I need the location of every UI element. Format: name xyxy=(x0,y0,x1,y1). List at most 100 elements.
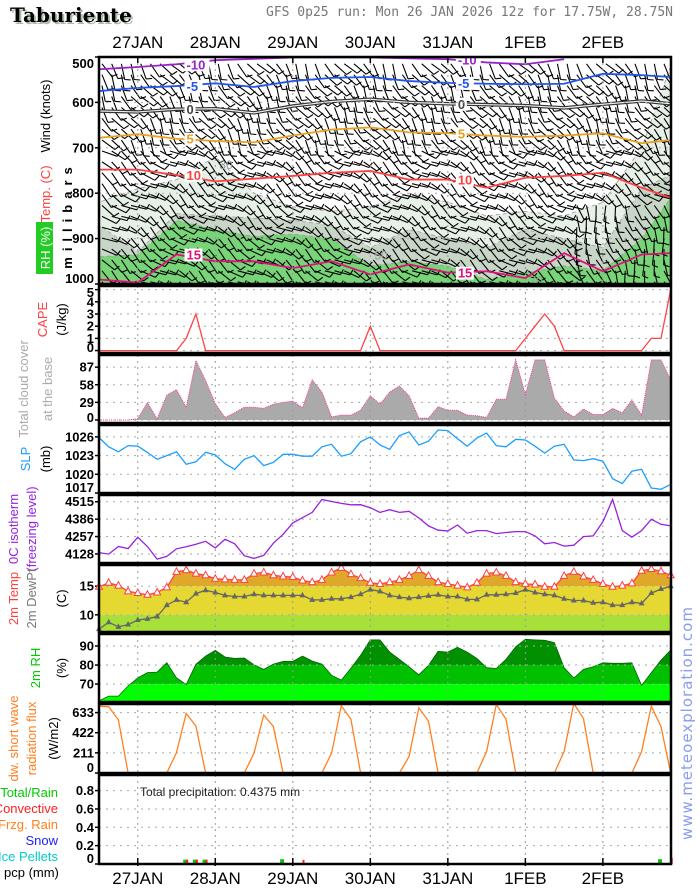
wind-barb xyxy=(537,194,554,208)
wind-barb xyxy=(334,63,352,75)
wind-barb xyxy=(566,172,585,184)
temp-point xyxy=(414,565,424,574)
wind-barb xyxy=(305,226,324,238)
temp-point xyxy=(327,567,336,576)
dewpoint-point xyxy=(483,591,490,597)
wind-barb xyxy=(489,106,507,119)
wind-barb xyxy=(101,248,121,256)
wind-barb xyxy=(604,216,612,235)
dewpoint-point xyxy=(338,595,345,601)
wind-barb xyxy=(527,63,546,75)
wind-barb xyxy=(421,150,441,159)
temp-point xyxy=(598,578,608,587)
wind-barb xyxy=(363,248,383,257)
wind-barb xyxy=(392,74,405,91)
wind-barb xyxy=(508,63,527,75)
wind-barb xyxy=(363,172,380,186)
wind-barb xyxy=(382,183,401,195)
wind-barb xyxy=(246,205,264,219)
wind-barb xyxy=(624,96,635,114)
wind-barb xyxy=(518,183,537,194)
wind-barb xyxy=(111,63,124,80)
wind-barb xyxy=(634,117,653,129)
wind-barb xyxy=(324,129,334,146)
wind-barb xyxy=(305,85,321,100)
isotherm-label: 5 xyxy=(458,126,465,141)
wind-barb xyxy=(295,85,308,102)
wind-barb xyxy=(575,249,583,268)
wind-barb xyxy=(382,63,393,81)
day-label-bottom: 31JAN xyxy=(422,869,473,888)
dewpoint-point xyxy=(134,616,141,622)
wind-barb xyxy=(353,259,373,268)
wind-barb xyxy=(353,128,370,143)
wind-barb xyxy=(479,215,499,224)
y-tick-label: 4 xyxy=(87,294,95,309)
isotherm-label-bg xyxy=(184,132,196,146)
wind-barb xyxy=(674,195,692,201)
slp-panel-frame xyxy=(97,423,673,495)
wind-barb xyxy=(624,128,643,140)
wind-barb xyxy=(421,226,438,241)
wind-barb xyxy=(585,129,596,146)
dewpoint-point xyxy=(386,591,393,598)
isotherm-label: 5 xyxy=(187,132,194,147)
wind-barb xyxy=(159,118,170,136)
temp-point xyxy=(656,566,666,575)
wind-barb xyxy=(479,161,496,176)
wind-barb xyxy=(508,226,525,241)
temp-point xyxy=(579,571,588,580)
dewpoint-point xyxy=(532,588,539,595)
wind-barb xyxy=(537,117,554,132)
wind-barb xyxy=(402,161,420,174)
day-label-top: 27JAN xyxy=(112,33,163,52)
wind-barb xyxy=(431,194,448,208)
wind-barb xyxy=(566,63,577,81)
wind-barb xyxy=(266,118,279,134)
wind-barb xyxy=(605,183,624,194)
wind-barb xyxy=(479,74,492,91)
wind-barb xyxy=(537,85,548,103)
temp-point xyxy=(220,574,230,583)
wind-barb xyxy=(605,74,624,86)
isotherm-label: 0 xyxy=(458,97,465,112)
wind-barb xyxy=(644,63,654,81)
wind-barb xyxy=(150,150,168,163)
wind-barb xyxy=(198,204,218,214)
temp-point xyxy=(288,571,298,581)
wind-barb xyxy=(285,248,304,260)
isotherm-0-inner xyxy=(99,98,671,114)
wind-barb xyxy=(372,183,389,198)
wind-barb xyxy=(595,85,614,97)
wind-barb xyxy=(392,270,411,282)
wind-barb xyxy=(547,74,557,92)
wind-barb xyxy=(382,194,402,203)
wind-barb xyxy=(498,139,509,157)
precip-total-bar xyxy=(202,859,207,864)
wind-barb xyxy=(498,205,518,216)
wind-barb xyxy=(479,226,498,238)
wind-barb xyxy=(121,194,141,203)
wind-barb xyxy=(130,63,141,81)
rh-label: 50 xyxy=(374,249,388,263)
wind-barb xyxy=(595,248,610,264)
wind-barb xyxy=(557,194,577,202)
wind-barb xyxy=(576,216,587,233)
temp-point xyxy=(491,567,501,576)
cloud-panel-frame xyxy=(97,353,673,425)
wind-barb xyxy=(256,194,274,208)
wind-barb xyxy=(518,118,529,135)
wind-barb xyxy=(576,270,591,284)
wind-barb xyxy=(305,117,323,130)
y-tick-label: 87 xyxy=(80,360,94,375)
wind-barb xyxy=(547,194,566,206)
wind-barb xyxy=(363,63,380,78)
wind-barb xyxy=(363,128,382,140)
wind-barb xyxy=(150,216,167,230)
wind-barb xyxy=(382,226,402,235)
wind-barb xyxy=(605,118,616,135)
wind-barb xyxy=(644,150,661,164)
wind-barb xyxy=(179,226,199,235)
wind-barb xyxy=(421,194,440,205)
wind-barb xyxy=(644,74,654,92)
